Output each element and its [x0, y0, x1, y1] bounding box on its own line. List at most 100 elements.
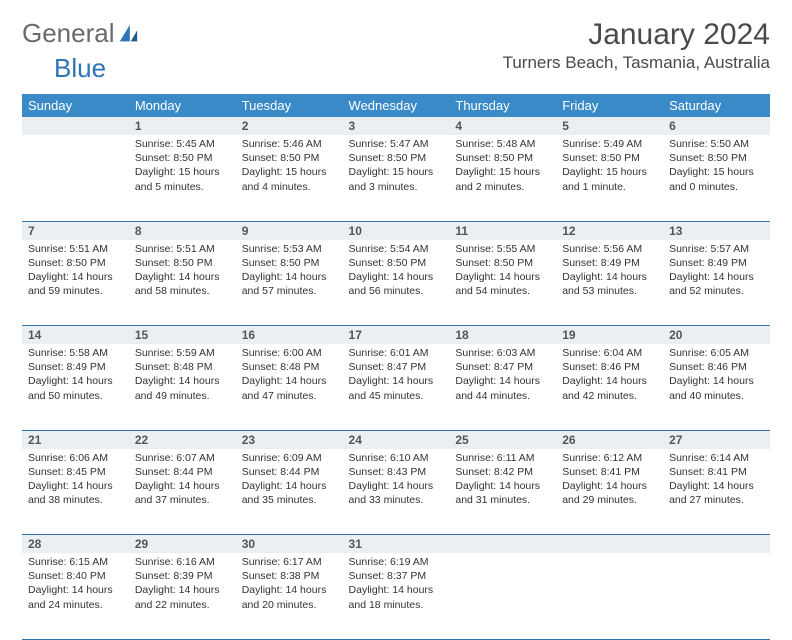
- daylight-text: Daylight: 14 hours and 54 minutes.: [455, 270, 550, 298]
- daylight-text: Daylight: 14 hours and 45 minutes.: [349, 374, 444, 402]
- day-number-cell: 31: [343, 535, 450, 554]
- day-number-cell: 26: [556, 430, 663, 449]
- day-cell-body: Sunrise: 6:03 AMSunset: 8:47 PMDaylight:…: [449, 344, 556, 407]
- sunset-text: Sunset: 8:46 PM: [669, 360, 764, 374]
- sunrise-text: Sunrise: 5:53 AM: [242, 242, 337, 256]
- day-number-cell: 16: [236, 326, 343, 345]
- sunset-text: Sunset: 8:47 PM: [455, 360, 550, 374]
- sunset-text: Sunset: 8:46 PM: [562, 360, 657, 374]
- sunrise-text: Sunrise: 6:10 AM: [349, 451, 444, 465]
- sunrise-text: Sunrise: 6:09 AM: [242, 451, 337, 465]
- daylight-text: Daylight: 14 hours and 22 minutes.: [135, 583, 230, 611]
- day-number-cell: 25: [449, 430, 556, 449]
- day-number-cell: 24: [343, 430, 450, 449]
- daylight-text: Daylight: 14 hours and 37 minutes.: [135, 479, 230, 507]
- day-number-cell: 14: [22, 326, 129, 345]
- sunrise-text: Sunrise: 6:05 AM: [669, 346, 764, 360]
- daylight-text: Daylight: 15 hours and 3 minutes.: [349, 165, 444, 193]
- daylight-text: Daylight: 14 hours and 47 minutes.: [242, 374, 337, 402]
- day-cell-body: Sunrise: 5:46 AMSunset: 8:50 PMDaylight:…: [236, 135, 343, 198]
- sunrise-text: Sunrise: 6:06 AM: [28, 451, 123, 465]
- daylight-text: Daylight: 14 hours and 59 minutes.: [28, 270, 123, 298]
- day-cell: Sunrise: 5:49 AMSunset: 8:50 PMDaylight:…: [556, 135, 663, 221]
- daynum-row: 28293031: [22, 535, 770, 554]
- sunset-text: Sunset: 8:50 PM: [669, 151, 764, 165]
- daylight-text: Daylight: 14 hours and 53 minutes.: [562, 270, 657, 298]
- sunset-text: Sunset: 8:38 PM: [242, 569, 337, 583]
- day-cell-body: Sunrise: 5:45 AMSunset: 8:50 PMDaylight:…: [129, 135, 236, 198]
- week-body-row: Sunrise: 6:06 AMSunset: 8:45 PMDaylight:…: [22, 449, 770, 535]
- day-number-cell: [556, 535, 663, 554]
- day-cell-body: Sunrise: 6:12 AMSunset: 8:41 PMDaylight:…: [556, 449, 663, 512]
- day-number-cell: 15: [129, 326, 236, 345]
- day-cell-body: Sunrise: 6:16 AMSunset: 8:39 PMDaylight:…: [129, 553, 236, 616]
- day-cell-body: Sunrise: 6:07 AMSunset: 8:44 PMDaylight:…: [129, 449, 236, 512]
- sunrise-text: Sunrise: 6:17 AM: [242, 555, 337, 569]
- daylight-text: Daylight: 14 hours and 58 minutes.: [135, 270, 230, 298]
- day-cell-body: Sunrise: 6:09 AMSunset: 8:44 PMDaylight:…: [236, 449, 343, 512]
- day-number-cell: 29: [129, 535, 236, 554]
- day-cell: Sunrise: 6:05 AMSunset: 8:46 PMDaylight:…: [663, 344, 770, 430]
- day-number-cell: 6: [663, 117, 770, 135]
- sunrise-text: Sunrise: 5:48 AM: [455, 137, 550, 151]
- day-cell: Sunrise: 5:51 AMSunset: 8:50 PMDaylight:…: [22, 240, 129, 326]
- sunset-text: Sunset: 8:40 PM: [28, 569, 123, 583]
- daylight-text: Daylight: 15 hours and 1 minute.: [562, 165, 657, 193]
- sunset-text: Sunset: 8:50 PM: [135, 151, 230, 165]
- sunset-text: Sunset: 8:47 PM: [349, 360, 444, 374]
- day-cell: Sunrise: 6:17 AMSunset: 8:38 PMDaylight:…: [236, 553, 343, 639]
- day-number-cell: 28: [22, 535, 129, 554]
- daylight-text: Daylight: 14 hours and 44 minutes.: [455, 374, 550, 402]
- sunrise-text: Sunrise: 5:58 AM: [28, 346, 123, 360]
- day-number-cell: 23: [236, 430, 343, 449]
- daylight-text: Daylight: 14 hours and 38 minutes.: [28, 479, 123, 507]
- sunrise-text: Sunrise: 5:57 AM: [669, 242, 764, 256]
- daylight-text: Daylight: 14 hours and 57 minutes.: [242, 270, 337, 298]
- daylight-text: Daylight: 15 hours and 4 minutes.: [242, 165, 337, 193]
- day-cell-body: Sunrise: 5:55 AMSunset: 8:50 PMDaylight:…: [449, 240, 556, 303]
- day-number-cell: 11: [449, 221, 556, 240]
- day-cell: Sunrise: 5:48 AMSunset: 8:50 PMDaylight:…: [449, 135, 556, 221]
- daynum-row: 14151617181920: [22, 326, 770, 345]
- daylight-text: Daylight: 15 hours and 5 minutes.: [135, 165, 230, 193]
- day-cell-body: Sunrise: 6:11 AMSunset: 8:42 PMDaylight:…: [449, 449, 556, 512]
- day-cell-body: Sunrise: 5:51 AMSunset: 8:50 PMDaylight:…: [22, 240, 129, 303]
- sunset-text: Sunset: 8:39 PM: [135, 569, 230, 583]
- day-header-row: Sunday Monday Tuesday Wednesday Thursday…: [22, 94, 770, 117]
- sunset-text: Sunset: 8:44 PM: [135, 465, 230, 479]
- day-cell-body: Sunrise: 5:47 AMSunset: 8:50 PMDaylight:…: [343, 135, 450, 198]
- sunset-text: Sunset: 8:50 PM: [242, 151, 337, 165]
- daylight-text: Daylight: 15 hours and 2 minutes.: [455, 165, 550, 193]
- sunset-text: Sunset: 8:50 PM: [562, 151, 657, 165]
- day-cell-body: Sunrise: 5:54 AMSunset: 8:50 PMDaylight:…: [343, 240, 450, 303]
- day-cell: Sunrise: 5:54 AMSunset: 8:50 PMDaylight:…: [343, 240, 450, 326]
- day-number-cell: 22: [129, 430, 236, 449]
- day-number-cell: 3: [343, 117, 450, 135]
- day-number-cell: [22, 117, 129, 135]
- sunrise-text: Sunrise: 6:15 AM: [28, 555, 123, 569]
- logo-sail-icon: [117, 23, 139, 45]
- day-cell: Sunrise: 5:59 AMSunset: 8:48 PMDaylight:…: [129, 344, 236, 430]
- sunset-text: Sunset: 8:50 PM: [349, 151, 444, 165]
- sunrise-text: Sunrise: 6:04 AM: [562, 346, 657, 360]
- sunrise-text: Sunrise: 6:19 AM: [349, 555, 444, 569]
- month-title: January 2024: [503, 18, 770, 51]
- day-number-cell: 12: [556, 221, 663, 240]
- sunset-text: Sunset: 8:50 PM: [455, 256, 550, 270]
- sunset-text: Sunset: 8:45 PM: [28, 465, 123, 479]
- calendar-page: General January 2024 Turners Beach, Tasm…: [0, 0, 792, 612]
- daylight-text: Daylight: 14 hours and 52 minutes.: [669, 270, 764, 298]
- day-number-cell: 13: [663, 221, 770, 240]
- sunset-text: Sunset: 8:41 PM: [669, 465, 764, 479]
- daylight-text: Daylight: 14 hours and 31 minutes.: [455, 479, 550, 507]
- sunrise-text: Sunrise: 5:51 AM: [28, 242, 123, 256]
- day-cell: Sunrise: 6:03 AMSunset: 8:47 PMDaylight:…: [449, 344, 556, 430]
- day-cell-body: Sunrise: 6:17 AMSunset: 8:38 PMDaylight:…: [236, 553, 343, 616]
- day-cell-body: Sunrise: 6:05 AMSunset: 8:46 PMDaylight:…: [663, 344, 770, 407]
- day-cell-body: Sunrise: 5:51 AMSunset: 8:50 PMDaylight:…: [129, 240, 236, 303]
- day-number-cell: 1: [129, 117, 236, 135]
- day-cell: [556, 553, 663, 639]
- sunrise-text: Sunrise: 5:56 AM: [562, 242, 657, 256]
- day-number-cell: 30: [236, 535, 343, 554]
- day-cell-body: Sunrise: 6:00 AMSunset: 8:48 PMDaylight:…: [236, 344, 343, 407]
